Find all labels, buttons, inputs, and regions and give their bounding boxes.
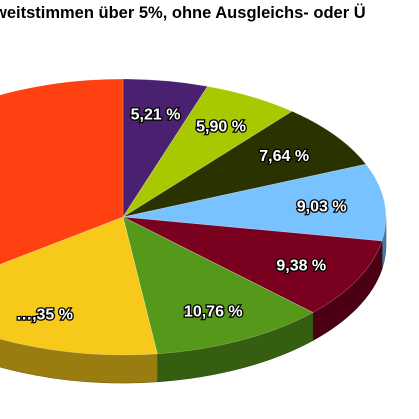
slice-label-4: 9,38 %	[276, 257, 326, 274]
slice-label-2: 7,64 %	[259, 148, 309, 165]
pie-slice-3	[122, 163, 387, 242]
pie-slice-6	[0, 216, 158, 356]
pie-slice-5	[122, 216, 314, 355]
slice-label-6: …,35 %	[16, 306, 73, 323]
pie-slice-7	[0, 78, 124, 265]
chart-title: weitstimmen über 5%, ohne Ausgleichs- od…	[0, 4, 366, 22]
pie-slice-2	[122, 110, 367, 218]
pie-slice-4	[122, 216, 383, 313]
slice-label-5: 10,76 %	[184, 304, 243, 321]
pie-slice-0	[122, 78, 209, 219]
slice-label-1: 5,90 %	[196, 119, 246, 136]
pie-slice-1	[122, 85, 293, 218]
slice-label-3: 9,03 %	[297, 199, 347, 216]
slice-label-0: 5,21 %	[131, 107, 181, 124]
